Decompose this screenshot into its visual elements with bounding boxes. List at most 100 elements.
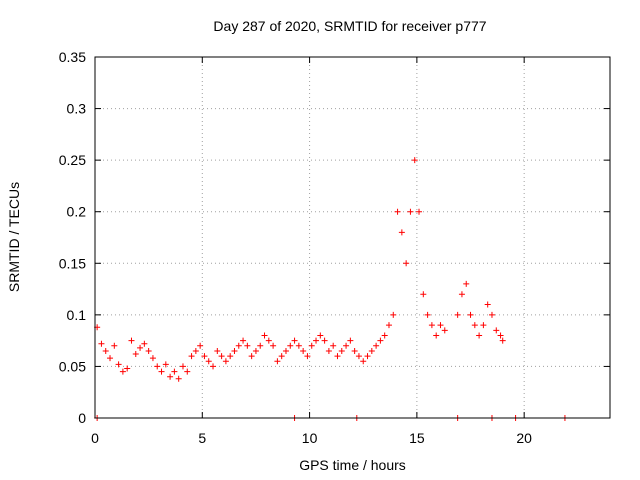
y-tick-label: 0.05 — [59, 358, 86, 374]
data-point — [343, 342, 350, 349]
data-point — [300, 347, 307, 354]
data-point — [171, 368, 178, 375]
data-point — [149, 355, 156, 362]
y-tick-label: 0 — [78, 410, 86, 426]
data-point — [411, 157, 418, 164]
data-point — [205, 358, 212, 365]
y-tick-label: 0.15 — [59, 255, 86, 271]
data-point — [377, 337, 384, 344]
x-tick-label: 10 — [302, 430, 318, 446]
data-point — [368, 347, 375, 354]
data-point — [235, 342, 242, 349]
data-point — [201, 353, 208, 360]
chart-title: Day 287 of 2020, SRMTID for receiver p77… — [213, 18, 487, 34]
data-point — [351, 347, 358, 354]
x-tick-label: 20 — [516, 430, 532, 446]
plot-frame — [94, 56, 611, 419]
data-point — [124, 365, 131, 372]
data-point — [424, 311, 431, 318]
data-point — [154, 363, 161, 370]
data-point — [476, 332, 483, 339]
data-point — [287, 342, 294, 349]
data-point — [407, 208, 414, 215]
data-point — [214, 347, 221, 354]
data-point — [463, 280, 470, 287]
data-point — [313, 337, 320, 344]
data-point — [394, 208, 401, 215]
data-point — [244, 342, 251, 349]
data-point — [403, 260, 410, 267]
data-point — [261, 332, 268, 339]
data-point — [188, 353, 195, 360]
x-axis-label: GPS time / hours — [299, 457, 406, 473]
data-point — [321, 337, 328, 344]
data-point — [355, 353, 362, 360]
y-tick-label: 0.35 — [59, 49, 86, 65]
data-point — [282, 347, 289, 354]
data-point — [308, 342, 315, 349]
data-point — [493, 327, 500, 334]
data-point — [162, 361, 169, 368]
data-point — [98, 340, 105, 347]
data-point — [488, 311, 495, 318]
grid-lines — [95, 57, 610, 418]
data-point — [179, 363, 186, 370]
data-point — [497, 332, 504, 339]
data-point — [433, 332, 440, 339]
data-point — [330, 342, 337, 349]
data-point — [128, 337, 135, 344]
data-point — [145, 347, 152, 354]
data-point — [428, 322, 435, 329]
data-point — [132, 351, 139, 358]
data-point — [325, 347, 332, 354]
data-point — [467, 311, 474, 318]
data-point — [437, 322, 444, 329]
x-tick-label: 15 — [409, 430, 425, 446]
data-point — [192, 347, 199, 354]
data-point — [210, 363, 217, 370]
x-tick-label: 5 — [198, 430, 206, 446]
data-point — [167, 373, 174, 380]
data-point — [441, 327, 448, 334]
data-point — [416, 208, 423, 215]
data-point — [257, 342, 264, 349]
data-point — [111, 342, 118, 349]
data-point — [458, 291, 465, 298]
data-point — [231, 347, 238, 354]
data-points — [94, 157, 568, 421]
data-point — [471, 322, 478, 329]
data-point — [218, 353, 225, 360]
data-point — [227, 353, 234, 360]
data-point — [141, 340, 148, 347]
data-point — [291, 337, 298, 344]
data-point — [381, 332, 388, 339]
data-point — [373, 342, 380, 349]
data-point — [347, 337, 354, 344]
data-point — [222, 358, 229, 365]
data-point — [274, 358, 281, 365]
data-point — [184, 368, 191, 375]
data-point — [175, 375, 182, 382]
data-point — [265, 337, 272, 344]
data-point — [304, 353, 311, 360]
data-point — [338, 347, 345, 354]
y-tick-label: 0.2 — [67, 204, 87, 220]
data-point — [115, 361, 122, 368]
data-point — [119, 368, 126, 375]
data-point — [454, 311, 461, 318]
y-tick-label: 0.3 — [67, 101, 87, 117]
data-point — [480, 322, 487, 329]
data-point — [499, 337, 506, 344]
y-tick-label: 0.1 — [67, 307, 87, 323]
data-point — [420, 291, 427, 298]
data-point — [278, 353, 285, 360]
data-point — [270, 342, 277, 349]
data-point — [484, 301, 491, 308]
data-point — [137, 344, 144, 351]
data-point — [252, 347, 259, 354]
axis-ticks: 0 0.05 0.1 0.15 0.2 0.25 0.3 0.35 0 5 10 15 20 — [59, 49, 610, 446]
data-point — [102, 347, 109, 354]
y-axis-label: SRMTID / TECUs — [6, 181, 22, 293]
data-point — [197, 342, 204, 349]
